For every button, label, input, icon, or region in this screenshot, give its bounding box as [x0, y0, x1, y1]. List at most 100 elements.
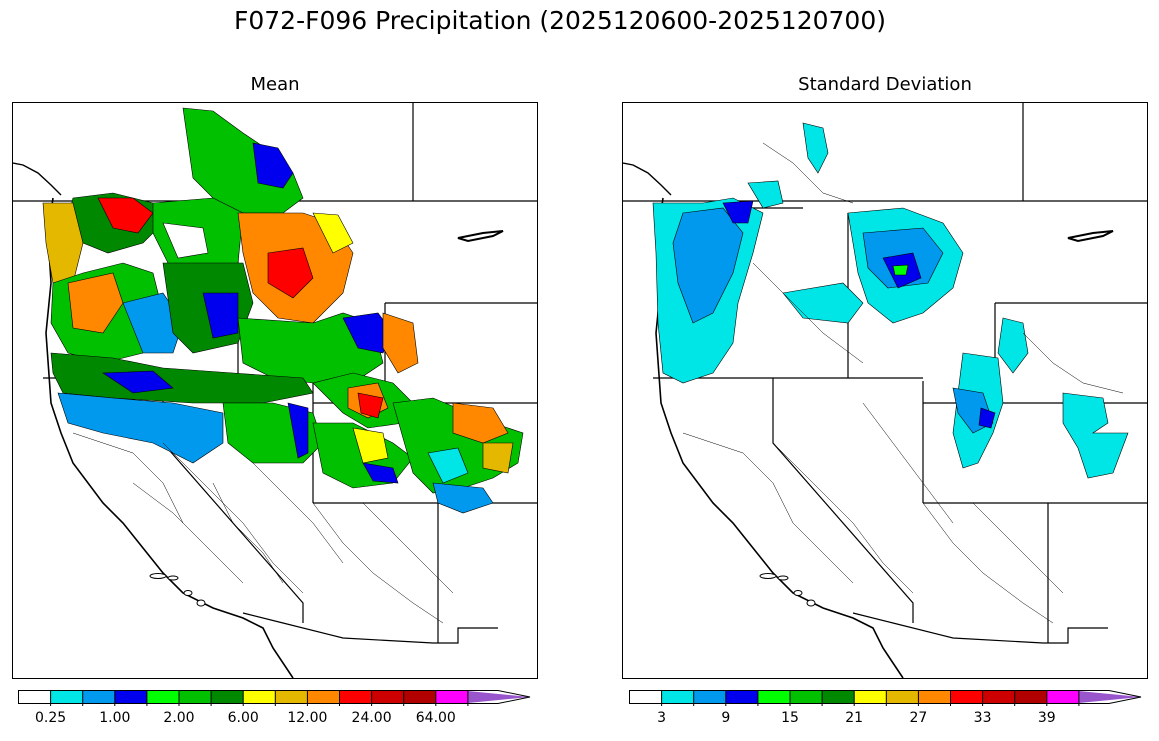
stddev-tick-label-4: 27 — [909, 710, 928, 726]
stddev-basin-blue-wa — [722, 200, 754, 224]
stddev-outline-2 — [752, 262, 864, 364]
stddev-island-3 — [793, 590, 803, 596]
stddev-tick-label-0: 3 — [657, 710, 667, 726]
stddev-outline-8 — [1022, 332, 1124, 394]
colorbar-swatch — [275, 691, 308, 703]
stddev-map-svg — [623, 103, 1147, 678]
mean-basin-green-north — [182, 107, 304, 214]
mean-tick-label-6: 64.00 — [415, 710, 456, 726]
mean-island-4 — [196, 599, 206, 607]
stddev-lake — [1067, 230, 1114, 243]
mean-tick-label-4: 12.00 — [287, 710, 328, 726]
mean-basin-outlines-south — [72, 432, 454, 624]
stddev-colorbar-ticks — [661, 691, 1080, 706]
colorbar-extend-arrow — [1078, 691, 1141, 703]
colorbar-swatch — [661, 691, 695, 703]
colorbar-swatch — [1014, 691, 1048, 703]
stddev-border-mexico — [852, 612, 1108, 644]
mean-island-1 — [149, 573, 167, 579]
mean-coastline — [45, 197, 294, 678]
mean-basin-blue-id — [202, 292, 239, 339]
mean-colorbar-labels: 0.25 1.00 2.00 6.00 12.00 24.00 64.00 — [18, 710, 534, 730]
stddev-panel-title: Standard Deviation — [798, 74, 972, 95]
stddev-basin-green-mt — [892, 264, 909, 276]
stddev-colorbar-swatches — [629, 691, 1141, 703]
mean-colorbar-outline — [18, 690, 531, 704]
mean-outline-5 — [362, 502, 454, 594]
stddev-basin-outlines — [682, 142, 1124, 624]
colorbar-swatch — [146, 691, 180, 703]
stddev-basin-cyan-id — [782, 282, 864, 324]
stddev-channel-islands — [759, 573, 816, 607]
stddev-outline-5 — [922, 502, 1054, 624]
mean-outline-6 — [132, 482, 204, 544]
mean-basin-blue-north — [252, 142, 294, 189]
mean-basin-green-wy — [237, 312, 384, 384]
colorbar-swatch — [693, 691, 727, 703]
mean-basin-yellow-mt — [312, 212, 354, 254]
mean-tick-label-3: 6.00 — [227, 710, 259, 726]
stddev-outline-3 — [682, 432, 854, 584]
stddev-outline-7 — [972, 502, 1064, 594]
stddev-basin-cyan-wy — [997, 317, 1029, 374]
mean-channel-islands — [149, 573, 206, 607]
mean-colorbar-swatches — [18, 691, 530, 703]
colorbar-swatch — [982, 691, 1016, 703]
mean-border-mexico — [242, 612, 498, 644]
mean-basin-yellow-co — [352, 427, 389, 464]
colorbar-swatch — [854, 691, 887, 703]
stddev-tick-label-1: 9 — [721, 710, 731, 726]
mean-basin-gold-east — [482, 442, 514, 474]
stddev-island-1 — [759, 573, 777, 579]
colorbar-swatch — [211, 691, 244, 703]
stddev-vancouver-island — [623, 162, 672, 196]
stddev-island-2 — [777, 575, 789, 581]
mean-colorbar — [18, 690, 531, 706]
stddev-tick-label-5: 33 — [973, 710, 992, 726]
mean-outline-7 — [212, 482, 284, 584]
stddev-basin-cyan-east — [1062, 392, 1129, 479]
mean-island-2 — [167, 575, 179, 581]
colorbar-swatch — [179, 691, 212, 703]
stddev-basin-cyan-north — [802, 122, 829, 174]
stddev-colorbar-outline — [629, 690, 1142, 704]
colorbar-swatch — [307, 691, 340, 703]
stddev-colorbar-labels: 3 9 15 21 27 33 39 — [629, 710, 1145, 730]
figure-title: F072-F096 Precipitation (2025120600-2025… — [233, 6, 886, 35]
stddev-outline-1 — [762, 142, 854, 204]
mean-outline-4 — [252, 462, 344, 564]
stddev-tick-label-3: 21 — [845, 710, 864, 726]
mean-basin-white-inland — [162, 222, 209, 259]
colorbar-swatch — [403, 691, 437, 703]
mean-outline-1 — [72, 432, 244, 584]
mean-basin-red-wa — [97, 197, 154, 234]
stddev-tick-label-6: 39 — [1037, 710, 1056, 726]
colorbar-swatch — [114, 691, 148, 703]
mean-tick-label-0: 0.25 — [35, 710, 67, 726]
colorbar-swatch — [886, 691, 919, 703]
mean-tick-label-1: 1.00 — [99, 710, 131, 726]
mean-panel-title: Mean — [250, 74, 300, 95]
stddev-map — [622, 102, 1148, 679]
colorbar-swatch — [1046, 691, 1080, 703]
colorbar-swatch — [243, 691, 276, 703]
colorbar-swatch — [435, 691, 469, 703]
stddev-basins — [652, 122, 1129, 479]
mean-basin-orange-wy — [382, 312, 419, 374]
mean-island-3 — [183, 590, 193, 596]
mean-basin-red-mt — [267, 247, 314, 299]
colorbar-swatch — [82, 691, 116, 703]
stddev-island-4 — [806, 599, 816, 607]
mean-outline-3 — [312, 502, 444, 624]
mean-basins — [42, 107, 524, 514]
colorbar-swatch — [725, 691, 759, 703]
mean-basin-blue-co — [362, 462, 399, 484]
stddev-outline-4 — [772, 442, 914, 594]
mean-lake — [457, 230, 504, 243]
stddev-border-ca-nv — [772, 378, 914, 623]
mean-basin-orange-east — [452, 402, 509, 444]
mean-tick-label-5: 24.00 — [351, 710, 392, 726]
colorbar-swatch — [757, 691, 791, 703]
mean-colorbar-ticks — [50, 691, 469, 706]
mean-basin-ltblue-nca — [57, 392, 224, 464]
